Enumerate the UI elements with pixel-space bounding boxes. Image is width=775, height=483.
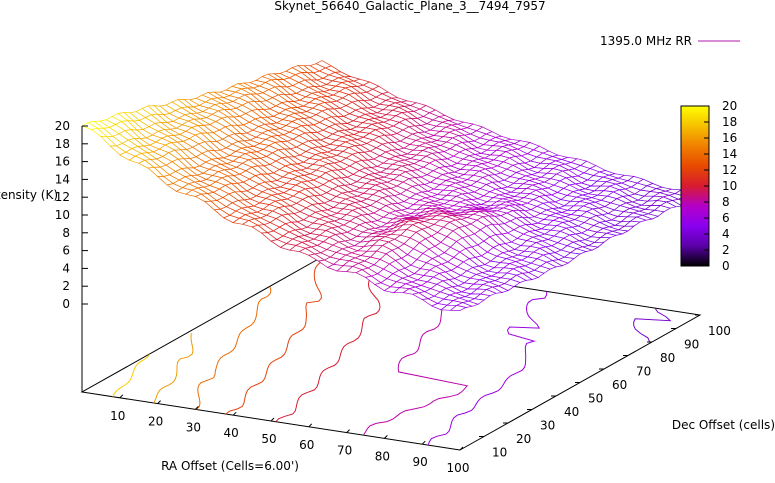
y-tick-label: 60 xyxy=(612,378,627,392)
z-tick-label: 16 xyxy=(55,155,70,169)
colorbar-tick-label: 2 xyxy=(722,243,730,257)
colorbar-tick-label: 4 xyxy=(722,227,730,241)
z-tick-label: 14 xyxy=(55,172,70,186)
y-tick-label: 90 xyxy=(684,338,699,352)
x-tick xyxy=(421,440,426,445)
y-tick-label: 100 xyxy=(708,324,731,338)
contour-line xyxy=(196,286,272,410)
x-tick-label: 30 xyxy=(186,420,201,434)
x-tick xyxy=(232,411,237,416)
x-tick-label: 40 xyxy=(224,426,239,440)
colorbar: 0 2 4 6 8 10 12 14 16 18 20 xyxy=(680,99,737,273)
x-axis-label: RA Offset (Cells=6.00') xyxy=(161,459,299,473)
y-tick-label: 20 xyxy=(516,432,531,446)
z-axis-label: Intensity (K) xyxy=(0,188,58,202)
z-tick-label: 12 xyxy=(55,190,70,204)
x-axis-ticks: 10 20 30 40 50 60 70 80 90 100 xyxy=(110,394,470,475)
chart-title: Skynet_56640_Galactic_Plane_3__7494_7957 xyxy=(274,0,545,13)
x-tick xyxy=(308,423,313,428)
x-tick xyxy=(195,406,199,410)
z-tick-label: 10 xyxy=(55,208,70,222)
z-tick-label: 2 xyxy=(62,279,70,293)
z-axis: 0 2 4 6 8 10 12 14 16 18 20 xyxy=(55,119,88,392)
colorbar-tick-label: 16 xyxy=(722,131,737,145)
colorbar-tick-label: 18 xyxy=(722,115,737,129)
x-tick xyxy=(384,435,388,439)
y-axis-label: Dec Offset (cells) xyxy=(672,418,775,432)
z-tick-label: 0 xyxy=(62,297,70,311)
x-tick-label: 20 xyxy=(148,415,163,429)
contour-line xyxy=(225,257,327,415)
x-tick-label: 80 xyxy=(375,449,390,463)
x-tick xyxy=(157,400,161,404)
y-tick-label: 80 xyxy=(660,351,675,365)
y-tick-label: 70 xyxy=(636,365,651,379)
legend: 1395.0 MHz RR xyxy=(600,34,740,48)
colorbar-tick-label: 14 xyxy=(722,147,737,161)
contour-line xyxy=(275,266,385,423)
z-tick-label: 4 xyxy=(62,261,70,275)
x-tick xyxy=(119,394,124,399)
colorbar-tick-label: 12 xyxy=(722,163,737,177)
z-tick-label: 8 xyxy=(62,226,70,240)
colorbar-tick-label: 8 xyxy=(722,195,730,209)
y-axis-ticks: 10 20 30 40 50 60 70 80 90 100 xyxy=(479,314,731,460)
z-tick-label: 6 xyxy=(62,244,70,258)
colorbar-tick-label: 20 xyxy=(722,99,737,113)
y-tick-label: 40 xyxy=(564,405,579,419)
x-tick-label: 90 xyxy=(413,455,428,469)
x-tick-label: 70 xyxy=(337,444,352,458)
x-tick-label: 100 xyxy=(447,461,470,475)
x-tick-label: 10 xyxy=(110,409,125,423)
colorbar-tick-label: 10 xyxy=(722,179,737,193)
x-tick xyxy=(346,429,350,433)
y-tick-label: 50 xyxy=(588,392,603,406)
y-tick-label: 30 xyxy=(540,419,555,433)
legend-label: 1395.0 MHz RR xyxy=(600,34,692,48)
contour-line xyxy=(633,307,672,342)
z-tick-label: 20 xyxy=(55,119,70,133)
colorbar-tick-label: 0 xyxy=(722,259,730,273)
surface-cell xyxy=(449,305,468,311)
contour-line xyxy=(112,353,151,397)
surface-mesh xyxy=(81,60,701,311)
contour-line xyxy=(427,291,548,446)
contour-line xyxy=(153,333,194,404)
contour-lines xyxy=(112,257,672,446)
x-tick xyxy=(459,446,464,451)
x-tick-label: 50 xyxy=(261,432,276,446)
x-tick xyxy=(270,417,275,422)
x-tick-label: 60 xyxy=(299,438,314,452)
colorbar-tick-label: 6 xyxy=(722,211,730,225)
z-tick-label: 18 xyxy=(55,137,70,151)
y-tick-label: 10 xyxy=(492,446,507,460)
